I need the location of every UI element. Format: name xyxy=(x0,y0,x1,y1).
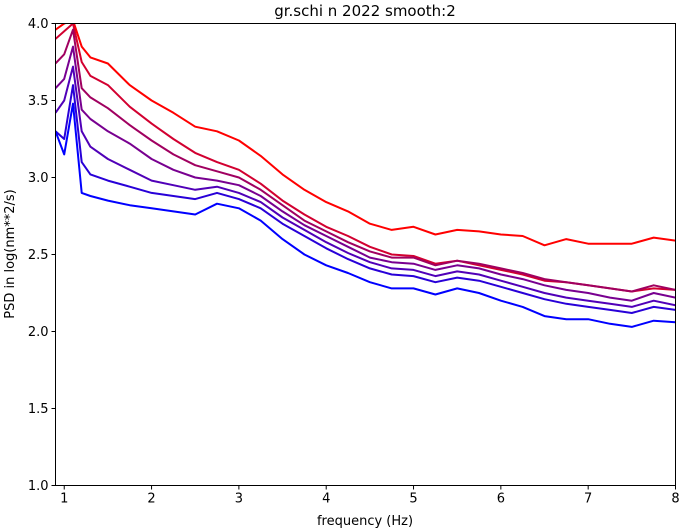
ticks-layer: 1 2 3 4 5 6 7 8 1.0 1.5 2.0 2.5 3.0 3.5 4.0 xyxy=(28,17,680,507)
y-tick-label: 3.5 xyxy=(28,94,49,109)
x-axis-label: frequency (Hz) xyxy=(317,514,413,529)
series-line-1 xyxy=(55,23,676,247)
series-line-4 xyxy=(55,45,676,302)
chart-title: gr.schi n 2022 smooth:2 xyxy=(274,2,456,20)
y-axis-label: PSD in log(nm**2/s) xyxy=(3,189,18,319)
x-tick-label: 8 xyxy=(671,492,679,507)
x-tick-label: 4 xyxy=(322,492,330,507)
y-tick-label: 2.0 xyxy=(28,325,49,340)
x-tick-label: 3 xyxy=(235,492,243,507)
x-tick-label: 5 xyxy=(409,492,417,507)
series-line-6 xyxy=(55,84,676,314)
series-line-7 xyxy=(55,102,676,328)
y-tick-label: 2.5 xyxy=(28,248,49,263)
y-tick-label: 4.0 xyxy=(28,17,49,32)
x-tick-label: 2 xyxy=(147,492,155,507)
y-tick-label: 1.0 xyxy=(28,479,49,494)
x-tick-label: 7 xyxy=(584,492,592,507)
y-tick-label: 3.0 xyxy=(28,171,49,186)
y-tick-label: 1.5 xyxy=(28,402,49,417)
series-layer xyxy=(55,23,676,328)
x-tick-label: 6 xyxy=(497,492,505,507)
series-line-3 xyxy=(55,28,676,293)
series-line-5 xyxy=(55,65,676,308)
x-tick-label: 1 xyxy=(60,492,68,507)
